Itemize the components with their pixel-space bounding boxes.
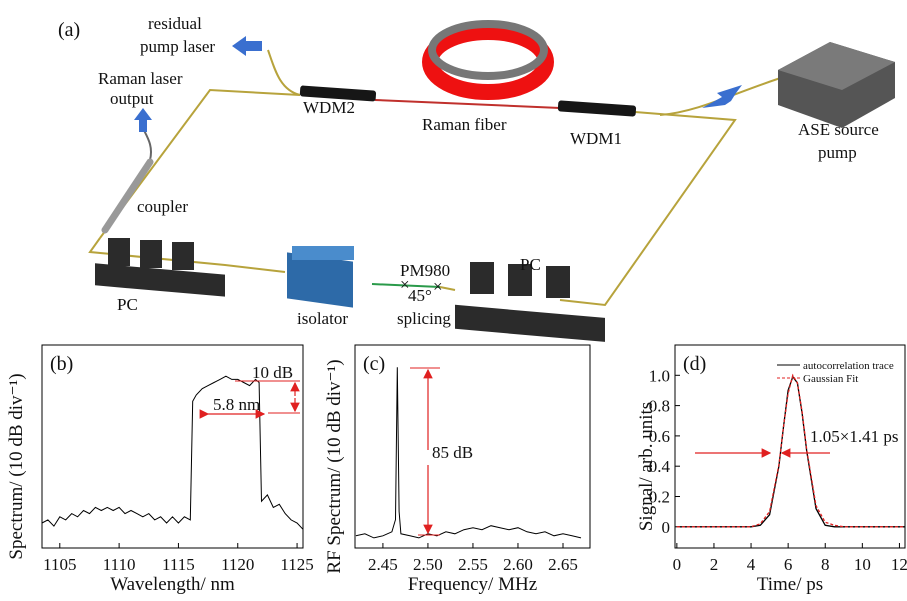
fiber bbox=[100, 90, 300, 238]
label: pump laser bbox=[140, 37, 215, 56]
annotation: 10 dB bbox=[252, 363, 293, 382]
pc-paddle bbox=[140, 240, 162, 268]
y-axis-label: Signal/ arb. units bbox=[636, 402, 657, 531]
x-tick-label: 2 bbox=[710, 555, 719, 574]
figure: × × (a) residual pump laser Raman laser … bbox=[0, 0, 907, 601]
x-tick-label: 6 bbox=[784, 555, 793, 574]
pc-paddle bbox=[108, 238, 130, 266]
y-axis-label: Spectrum/ (10 dB div⁻¹) bbox=[6, 373, 27, 559]
panel-label: (c) bbox=[363, 353, 385, 375]
x-tick-label: 2.50 bbox=[413, 555, 443, 574]
pc-base bbox=[95, 263, 225, 296]
panel-label: (d) bbox=[683, 353, 706, 375]
x-tick-label: 12 bbox=[891, 555, 907, 574]
x-tick-label: 8 bbox=[821, 555, 830, 574]
label: coupler bbox=[137, 197, 188, 216]
data-line bbox=[677, 377, 905, 527]
pc-paddle bbox=[172, 242, 194, 270]
arrow bbox=[134, 108, 152, 132]
x-tick-label: 1105 bbox=[43, 555, 76, 574]
x-tick-label: 1115 bbox=[162, 555, 195, 574]
chart-panel: 1105 1110 1115 1120 1125 (b) 10 dB 5.8 nm bbox=[42, 345, 314, 574]
coupler bbox=[105, 162, 150, 230]
fiber bbox=[268, 50, 300, 95]
legend-label: autocorrelation trace bbox=[803, 360, 894, 372]
isolator bbox=[287, 252, 353, 307]
x-axis-label: Wavelength/ nm bbox=[110, 574, 235, 595]
x-tick-label: 1125 bbox=[280, 555, 313, 574]
label: ASE source bbox=[798, 120, 879, 139]
label: PM980 bbox=[400, 261, 450, 280]
pc-paddle bbox=[470, 262, 494, 294]
polarization-controller bbox=[95, 238, 225, 297]
label: 45° bbox=[408, 286, 432, 305]
x-tick-label: 1120 bbox=[221, 555, 254, 574]
pc-base bbox=[455, 305, 605, 342]
x-tick-label: 2.60 bbox=[503, 555, 533, 574]
legend-label: Gaussian Fit bbox=[803, 373, 858, 385]
raman-fiber-ring bbox=[430, 32, 546, 92]
y-tick-label: 0 bbox=[662, 518, 671, 537]
panel-label: (b) bbox=[50, 353, 73, 375]
setup-diagram: × × (a) residual pump laser Raman laser … bbox=[58, 14, 895, 342]
plot-frame bbox=[675, 345, 905, 548]
pc-paddle bbox=[546, 266, 570, 298]
label: isolator bbox=[297, 309, 348, 328]
annotation: 1.05×1.41 ps bbox=[810, 427, 898, 446]
page: × × (a) residual pump laser Raman laser … bbox=[0, 0, 907, 601]
data-line bbox=[42, 376, 303, 529]
x-tick-label: 10 bbox=[854, 555, 871, 574]
panel-label: (a) bbox=[58, 19, 80, 41]
isolator-top bbox=[292, 246, 354, 260]
x-tick-label: 0 bbox=[673, 555, 682, 574]
raman-fiber-line bbox=[375, 100, 560, 108]
label: PC bbox=[117, 295, 138, 314]
label: WDM1 bbox=[570, 129, 622, 148]
annotation: 5.8 nm bbox=[213, 395, 260, 414]
x-tick-label: 4 bbox=[747, 555, 756, 574]
wdm1 bbox=[558, 100, 637, 116]
y-axis-label: RF Spectrum/ (10 dB div⁻¹) bbox=[324, 359, 345, 573]
x-tick-label: 2.55 bbox=[458, 555, 488, 574]
x-tick-label: 2.65 bbox=[548, 555, 578, 574]
label: PC bbox=[520, 255, 541, 274]
label: splicing bbox=[397, 309, 451, 328]
y-tick-label: 1.0 bbox=[649, 366, 670, 385]
x-tick-label: 2.45 bbox=[368, 555, 398, 574]
x-tick-label: 1110 bbox=[103, 555, 136, 574]
label: WDM2 bbox=[303, 98, 355, 117]
label: output bbox=[110, 89, 154, 108]
annotation: 85 dB bbox=[432, 443, 473, 462]
label: Raman laser bbox=[98, 69, 183, 88]
label: residual bbox=[148, 14, 202, 33]
chart-panel: 2.45 2.50 2.55 2.60 2.65 (c) 85 dB bbox=[355, 345, 590, 574]
label: pump bbox=[818, 143, 857, 162]
arrow bbox=[232, 36, 262, 56]
x-axis-label: Time/ ps bbox=[757, 574, 823, 595]
label: Raman fiber bbox=[422, 115, 507, 134]
x-axis-label: Frequency/ MHz bbox=[408, 574, 537, 595]
data-line bbox=[677, 375, 905, 527]
